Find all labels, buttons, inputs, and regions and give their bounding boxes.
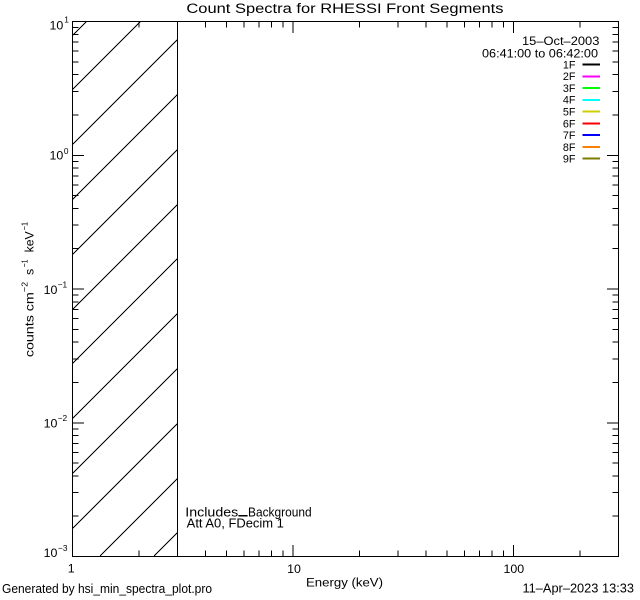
svg-text:Generated by hsi_min_spectra_p: Generated by hsi_min_spectra_plot.pro — [2, 581, 212, 596]
svg-text:2F: 2F — [563, 71, 576, 83]
svg-text:4F: 4F — [563, 95, 576, 107]
svg-text:−1: −1 — [58, 280, 68, 290]
svg-text:−1: −1 — [20, 259, 30, 267]
svg-text:10: 10 — [44, 546, 58, 560]
svg-text:06:41:00 to 06:42:00: 06:41:00 to 06:42:00 — [482, 46, 598, 60]
svg-text:Energy (keV): Energy (keV) — [306, 576, 383, 590]
svg-text:1F: 1F — [563, 59, 576, 71]
svg-text:15–Oct–2003: 15–Oct–2003 — [522, 34, 600, 48]
svg-text:Att A0, FDecim 1: Att A0, FDecim 1 — [187, 517, 284, 531]
svg-text:10: 10 — [287, 562, 301, 576]
svg-text:10: 10 — [44, 283, 58, 297]
svg-text:Count Spectra for RHESSI Front: Count Spectra for RHESSI Front Segments — [186, 1, 503, 16]
svg-text:−3: −3 — [58, 543, 68, 553]
svg-text:3F: 3F — [563, 83, 576, 95]
svg-text:−2: −2 — [58, 413, 68, 423]
svg-text:keV: keV — [23, 231, 37, 253]
svg-text:10: 10 — [44, 417, 58, 431]
svg-text:11–Apr–2023 13:33: 11–Apr–2023 13:33 — [523, 581, 635, 596]
svg-text:−1: −1 — [20, 222, 30, 230]
svg-text:0: 0 — [64, 146, 69, 156]
svg-text:10: 10 — [50, 149, 64, 163]
svg-text:5F: 5F — [563, 107, 576, 119]
svg-text:s: s — [23, 269, 37, 275]
svg-text:−2: −2 — [20, 282, 30, 292]
svg-text:9F: 9F — [563, 154, 576, 166]
svg-text:1: 1 — [64, 15, 69, 25]
svg-text:100: 100 — [503, 562, 524, 576]
svg-text:6F: 6F — [563, 118, 576, 130]
svg-text:counts cm: counts cm — [23, 292, 37, 357]
svg-text:1: 1 — [68, 562, 75, 576]
svg-text:8F: 8F — [563, 142, 576, 154]
svg-text:Includes: Includes — [185, 506, 238, 520]
svg-text:10: 10 — [50, 18, 64, 32]
svg-text:Background: Background — [248, 506, 312, 520]
svg-text:7F: 7F — [563, 130, 576, 142]
